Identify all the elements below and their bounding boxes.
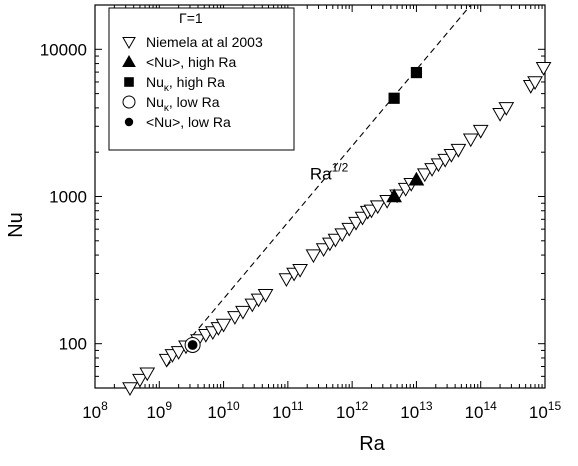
y-axis-label: Nu xyxy=(5,212,27,238)
legend-entry: Nuκ, low Ra xyxy=(146,94,220,114)
x-tick-label: 1010 xyxy=(207,399,240,422)
data-point-series-4 xyxy=(187,340,198,350)
data-points xyxy=(122,61,552,397)
legend: Γ=1 Niemela at al 2003 <Nu>, high Ra Nuκ, h… xyxy=(108,7,295,151)
data-point-series-0 xyxy=(257,289,274,303)
x-axis-label: Ra xyxy=(359,433,385,455)
data-point-series-0 xyxy=(443,149,460,163)
data-point-series-0 xyxy=(327,233,344,248)
axes: 108 109 1010 1011 1012 1013 1014 1015 100 1000 100… xyxy=(40,4,562,422)
legend-marker xyxy=(122,95,136,109)
data-point-series-0 xyxy=(334,228,351,243)
data-point-series-0 xyxy=(235,305,251,320)
data-point-series-0 xyxy=(341,222,358,237)
data-point-series-0 xyxy=(348,216,364,231)
data-point-series-0 xyxy=(492,107,508,122)
data-point-series-0 xyxy=(292,263,308,278)
data-point-series-0 xyxy=(122,382,138,397)
data-point-series-0 xyxy=(250,293,267,308)
data-point-series-0 xyxy=(498,102,515,116)
data-point-series-1 xyxy=(408,171,425,186)
reference-line-group: Ra1/2 xyxy=(166,4,472,367)
data-point-series-1 xyxy=(386,188,402,203)
y-tick-label: 10000 xyxy=(40,40,87,59)
legend-marker xyxy=(122,54,136,67)
data-point-series-0 xyxy=(132,373,148,388)
legend-box xyxy=(108,7,295,151)
data-point-series-0 xyxy=(462,133,479,148)
reference-line xyxy=(166,4,472,367)
legend-marker xyxy=(124,77,134,87)
data-point-series-0 xyxy=(472,124,489,139)
data-point-series-0 xyxy=(535,61,552,76)
x-tick-label: 1015 xyxy=(529,399,562,422)
x-tick-label: 108 xyxy=(82,399,108,422)
data-point-series-0 xyxy=(450,143,467,158)
data-point-series-0 xyxy=(527,76,543,90)
data-point-series-0 xyxy=(416,168,433,183)
legend-title: Γ=1 xyxy=(179,10,203,26)
legend-entry: <Nu>, high Ra xyxy=(146,54,236,70)
y-tick-label: 100 xyxy=(59,335,87,354)
data-point-series-0 xyxy=(315,243,332,257)
data-point-series-2 xyxy=(388,92,400,104)
data-point-series-2 xyxy=(410,66,423,79)
data-point-series-0 xyxy=(305,249,322,264)
x-tick-label: 1014 xyxy=(465,399,498,422)
y-tick-label: 1000 xyxy=(49,188,87,207)
legend-entry: Nuκ, high Ra xyxy=(146,74,225,94)
legend-entry: <Nu>, low Ra xyxy=(146,114,231,130)
x-tick-label: 1011 xyxy=(272,399,304,422)
data-point-series-0 xyxy=(369,200,386,215)
x-tick-label: 1013 xyxy=(400,399,433,422)
legend-marker xyxy=(124,117,134,127)
legend-marker xyxy=(122,37,136,50)
data-point-series-0 xyxy=(227,311,243,325)
data-point-series-0 xyxy=(139,367,156,382)
reference-line-label: Ra1/2 xyxy=(310,161,349,184)
x-tick-label: 1012 xyxy=(336,399,369,422)
data-point-series-0 xyxy=(278,273,295,288)
data-point-series-0 xyxy=(215,318,232,333)
x-tick-label: 109 xyxy=(146,399,172,422)
data-point-series-0 xyxy=(170,346,187,360)
legend-entry: Niemela at al 2003 xyxy=(146,34,263,50)
